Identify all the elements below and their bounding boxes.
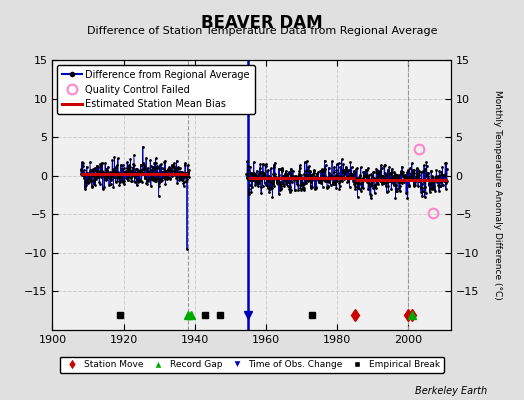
Text: Berkeley Earth: Berkeley Earth xyxy=(415,386,487,396)
Legend: Station Move, Record Gap, Time of Obs. Change, Empirical Break: Station Move, Record Gap, Time of Obs. C… xyxy=(60,356,443,373)
Y-axis label: Monthly Temperature Anomaly Difference (°C): Monthly Temperature Anomaly Difference (… xyxy=(493,90,502,300)
Text: BEAVER DAM: BEAVER DAM xyxy=(201,14,323,32)
Text: Difference of Station Temperature Data from Regional Average: Difference of Station Temperature Data f… xyxy=(87,26,437,36)
